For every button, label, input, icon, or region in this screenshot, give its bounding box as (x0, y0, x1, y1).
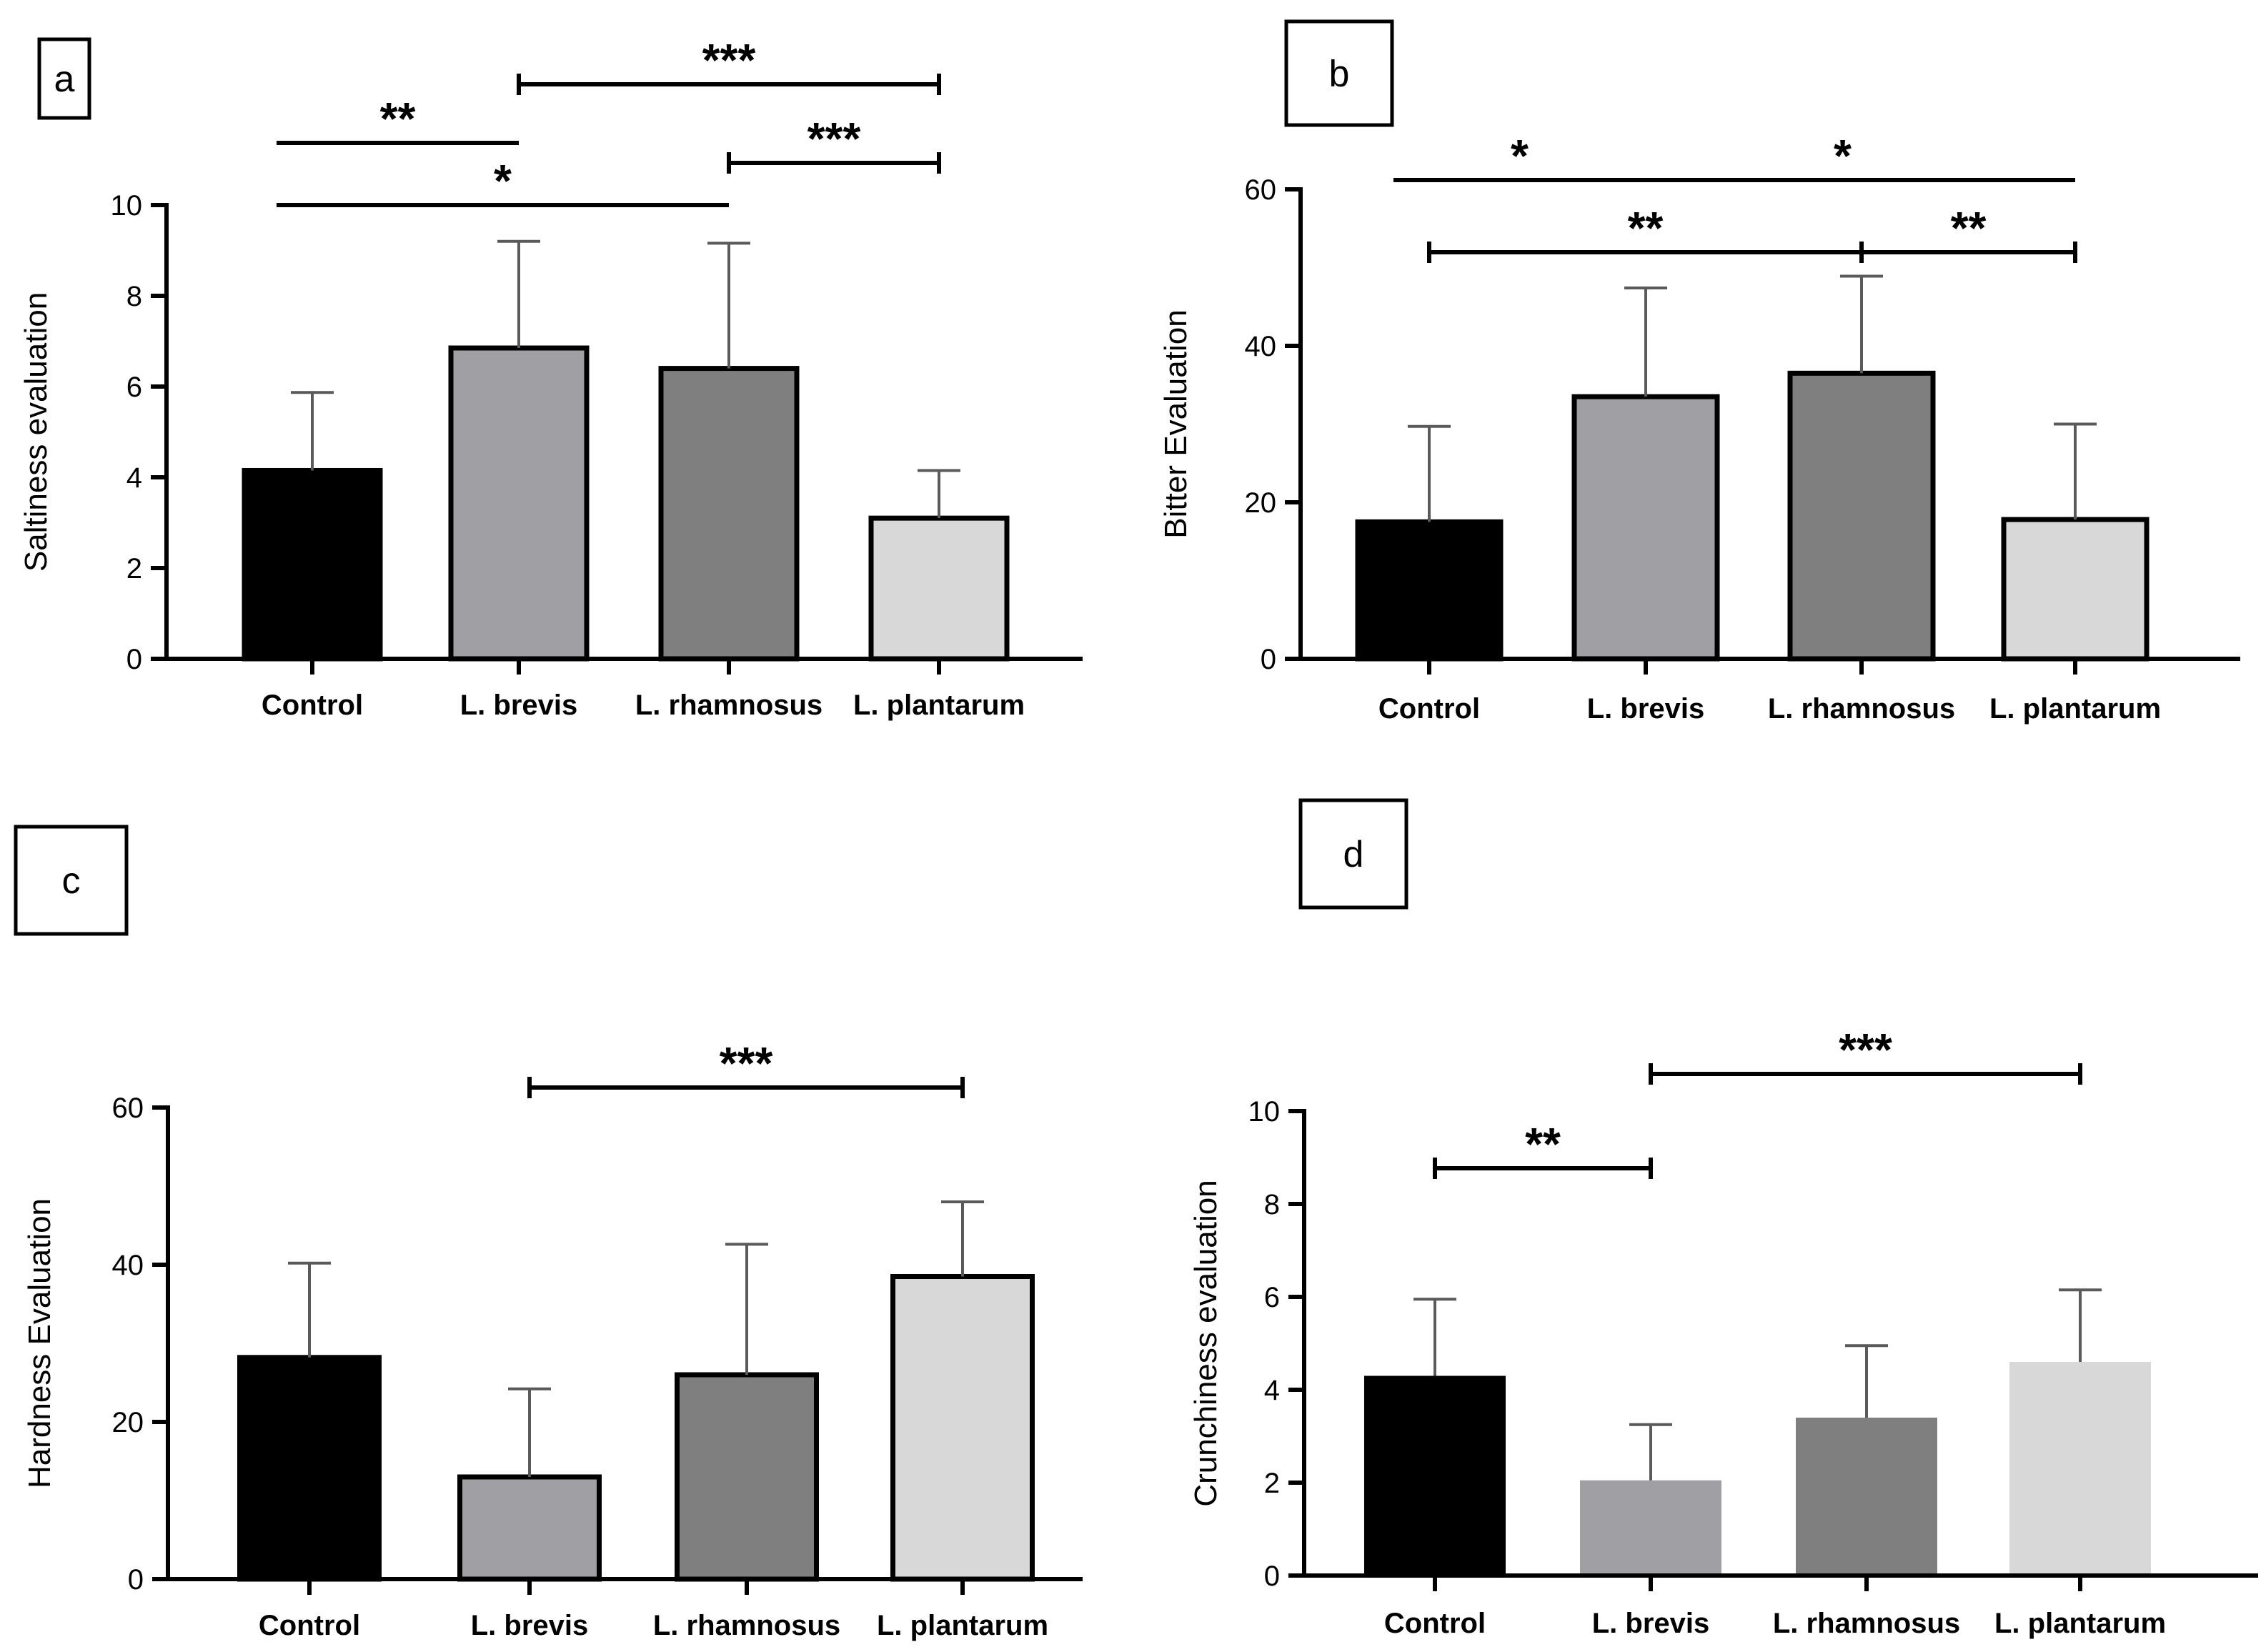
y-tick-label-b-0: 0 (1261, 644, 1276, 675)
y-tick-label-b-1: 20 (1245, 487, 1277, 519)
x-tick-label-d-1: L. brevis (1592, 1608, 1710, 1639)
y-tick-label-d-2: 4 (1264, 1375, 1280, 1406)
chart-panel-b: b 0 20 40 60 Control L. brevis L. rhamnosus L. p… (1143, 0, 2266, 757)
bar-d-3 (2009, 1362, 2151, 1576)
panel-label-box-c (14, 825, 129, 936)
y-tick-label-a-4: 8 (126, 281, 142, 312)
panel-label-b: b (1329, 54, 1350, 95)
bar-d-2 (1796, 1418, 1937, 1576)
y-tick-label-a-5: 10 (111, 190, 143, 222)
sig-label-b-0: * (1511, 130, 1529, 181)
bar-a-1 (448, 345, 590, 662)
y-tick-label-b-2: 40 (1245, 331, 1277, 362)
y-tick-label-a-0: 0 (126, 644, 142, 675)
y-tick-label-c-1: 20 (112, 1407, 144, 1438)
sig-label-a-1: *** (702, 34, 756, 86)
x-tick-label-c-1: L. brevis (471, 1610, 589, 1641)
y-tick-label-d-1: 2 (1264, 1468, 1280, 1499)
x-tick-label-b-3: L. plantarum (1989, 693, 2161, 725)
panel-label-box-a (37, 37, 91, 120)
x-tick-label-b-2: L. rhamnosus (1768, 693, 1955, 725)
bar-c-2 (675, 1372, 819, 1582)
x-tick-label-c-2: L. rhamnosus (653, 1610, 840, 1641)
y-axis-title-d: Crunchiness evaluation (1188, 1180, 1223, 1506)
sig-label-b-1: * (1834, 130, 1852, 181)
bar-d-1 (1580, 1480, 1721, 1576)
x-tick-label-a-2: L. rhamnosus (635, 690, 823, 721)
y-tick-label-d-0: 0 (1264, 1561, 1280, 1592)
x-tick-label-b-1: L. brevis (1587, 693, 1705, 725)
x-tick-label-b-0: Control (1378, 693, 1480, 725)
y-axis-title-b: Bitter Evaluation (1158, 309, 1193, 538)
sig-label-a-0: ** (380, 93, 416, 144)
chart-svg-c: c 0 20 40 60 Control L. brevis L. rhamnosus L. p… (14, 825, 1083, 1641)
x-tick-label-c-0: Control (259, 1610, 360, 1641)
x-tick-label-a-1: L. brevis (460, 690, 578, 721)
chart-svg-a: a 0 2 4 6 8 10 Control L. brevis L. rhamnosus L. p… (19, 34, 1083, 721)
y-tick-label-c-3: 60 (112, 1093, 144, 1124)
panel-label-box-b (1284, 19, 1394, 127)
sig-label-a-3: *** (807, 113, 861, 164)
panel-label-c: c (62, 860, 81, 902)
panel-label-a: a (54, 59, 75, 100)
bar-c-3 (890, 1274, 1035, 1582)
panel-label-d: d (1343, 834, 1364, 875)
sig-label-c-0: *** (720, 1038, 773, 1089)
x-tick-label-d-2: L. rhamnosus (1773, 1608, 1960, 1639)
y-tick-label-d-5: 10 (1248, 1096, 1281, 1128)
bar-b-3 (2001, 517, 2150, 662)
y-tick-label-a-1: 2 (126, 553, 142, 584)
y-tick-label-b-3: 60 (1245, 174, 1277, 206)
x-tick-label-a-3: L. plantarum (853, 690, 1025, 721)
sig-label-d-1: *** (1839, 1024, 1892, 1075)
sig-label-d-0: ** (1525, 1118, 1561, 1170)
bar-c-1 (457, 1474, 602, 1582)
chart-svg-b: b 0 20 40 60 Control L. brevis L. rhamnosus L. p… (1158, 19, 2240, 725)
chart-panel-a: a 0 2 4 6 8 10 Control L. brevis L. rhamnosus L. p… (0, 0, 1143, 757)
bar-a-2 (658, 366, 800, 662)
bar-c-0 (237, 1355, 382, 1582)
bar-a-3 (868, 515, 1010, 662)
chart-panel-c: c 0 20 40 60 Control L. brevis L. rhamnosus L. p… (0, 800, 1143, 1652)
sig-label-a-2: * (494, 155, 512, 206)
x-tick-label-d-3: L. plantarum (1994, 1608, 2166, 1639)
y-tick-label-d-4: 8 (1264, 1189, 1280, 1220)
chart-panel-d: d 0 2 4 6 8 10 Control L. brevis L. rhamnosus L. p… (1143, 798, 2266, 1652)
x-tick-label-c-3: L. plantarum (877, 1610, 1048, 1641)
x-tick-label-d-0: Control (1384, 1608, 1486, 1639)
y-tick-label-a-3: 6 (126, 372, 142, 403)
bar-b-0 (1355, 519, 1504, 662)
bar-d-0 (1364, 1375, 1506, 1576)
y-axis-title-a: Saltiness evaluation (19, 292, 54, 572)
y-axis-title-c: Hardness Evaluation (22, 1198, 57, 1488)
y-tick-label-a-2: 4 (126, 462, 142, 494)
y-tick-label-d-3: 6 (1264, 1282, 1280, 1313)
chart-svg-d: d 0 2 4 6 8 10 Control L. brevis L. rhamnosus L. p… (1188, 798, 2258, 1639)
sig-label-b-2: ** (1628, 202, 1664, 254)
bar-b-2 (1787, 370, 1936, 662)
bar-b-1 (1571, 394, 1720, 662)
y-tick-label-c-2: 40 (112, 1250, 144, 1281)
sig-label-b-3: ** (1951, 202, 1987, 254)
x-tick-label-a-0: Control (262, 690, 363, 721)
y-tick-label-c-0: 0 (128, 1564, 144, 1596)
panel-label-box-d (1298, 798, 1408, 910)
bar-a-0 (242, 467, 383, 662)
